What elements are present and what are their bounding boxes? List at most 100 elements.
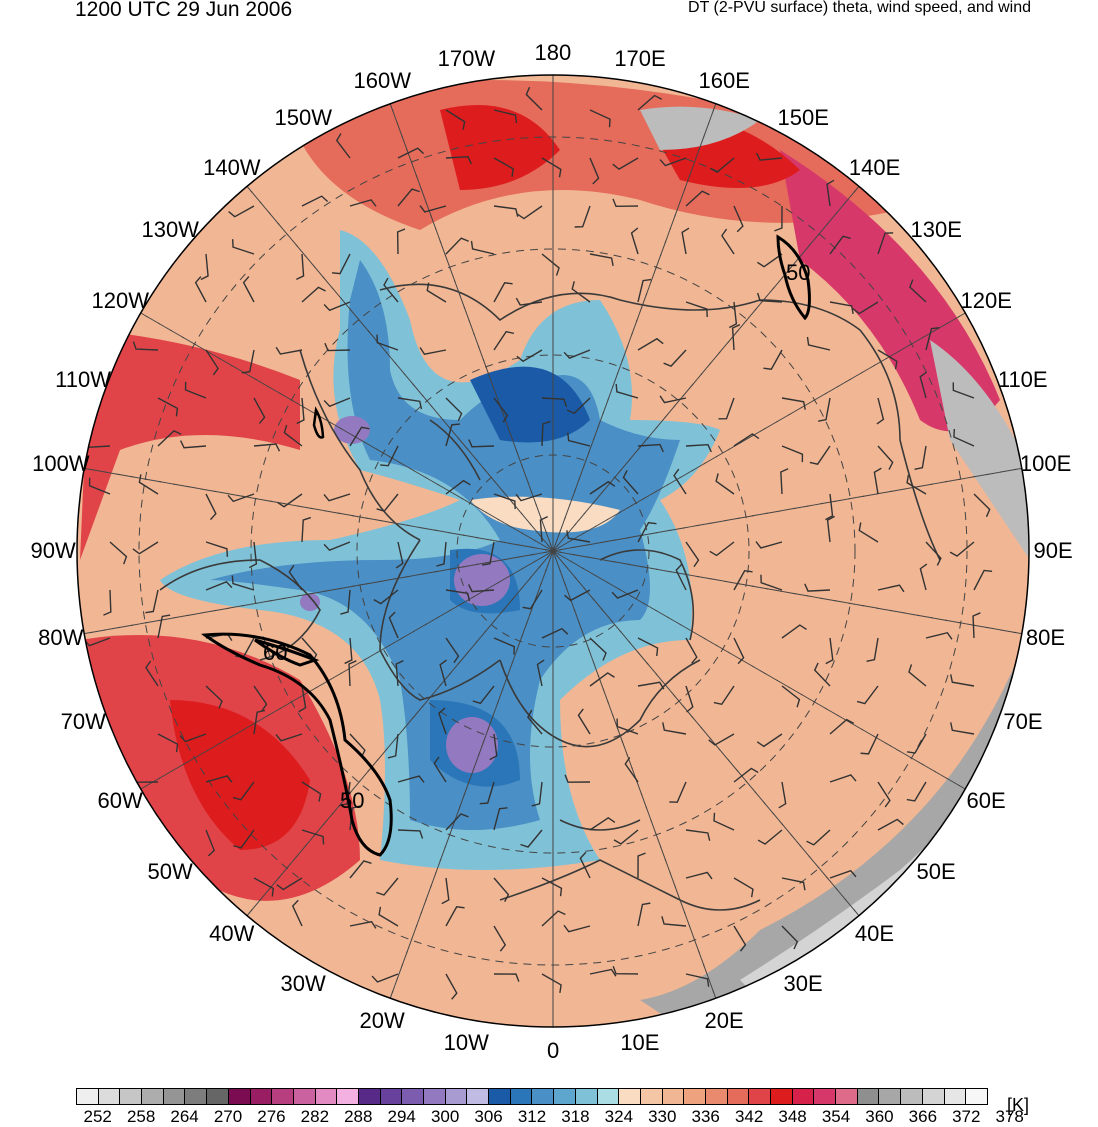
colorbar-tick-label: 318 — [561, 1107, 590, 1126]
wind-barb — [906, 474, 927, 495]
contour-label-3: 50 — [340, 788, 364, 813]
wind-barb — [637, 521, 657, 543]
wind-barb — [755, 152, 783, 161]
wind-barb — [541, 627, 569, 639]
wind-barb — [612, 198, 639, 208]
wind-barb — [301, 829, 325, 845]
colorbar-tick-label: 258 — [126, 1107, 156, 1126]
colorbar-tick-label: 330 — [648, 1107, 677, 1126]
map-disc-border — [76, 74, 1030, 1028]
wind-barb — [589, 480, 616, 495]
wind-barb — [397, 147, 425, 159]
wind-barb — [809, 445, 831, 465]
colorbar-swatch — [922, 1089, 945, 1104]
wind-barb — [470, 240, 495, 255]
wind-barb — [564, 774, 591, 783]
wind-barb — [877, 818, 904, 831]
wind-barb — [781, 624, 807, 639]
wind-barb — [296, 397, 305, 425]
wind-barb — [426, 282, 447, 303]
wind-barb — [563, 924, 591, 933]
wind-barb — [396, 228, 406, 255]
wind-barb — [571, 281, 591, 303]
wind-barb — [231, 239, 255, 255]
wind-barb — [574, 205, 591, 228]
colorbar-swatch — [836, 1089, 858, 1104]
cold-core-purple-4 — [300, 593, 320, 611]
colorbar-swatch — [684, 1089, 706, 1104]
wind-barb — [566, 530, 591, 543]
wind-barb — [205, 493, 217, 521]
colorbar-swatch — [228, 1089, 251, 1104]
wind-barb — [659, 157, 687, 167]
wind-barb — [566, 397, 591, 415]
colorbar-swatch — [879, 1089, 902, 1104]
colorbar-tick-label: 294 — [387, 1107, 416, 1126]
wind-barb — [860, 733, 879, 755]
wind-barb — [205, 775, 233, 783]
wind-barb — [376, 334, 399, 351]
colorbar-tick-label: 372 — [952, 1107, 981, 1126]
wind-barb — [493, 925, 507, 952]
wind-barb — [589, 253, 614, 267]
wind-barb — [781, 877, 806, 891]
colorbar-swatch — [966, 1089, 987, 1104]
wind-barb — [950, 722, 975, 735]
wind-barb — [825, 637, 834, 665]
wind-barb — [301, 516, 312, 543]
wind-barb — [395, 541, 404, 569]
wind-barb — [376, 493, 399, 512]
wind-barb — [564, 589, 591, 602]
wind-barb — [760, 574, 783, 591]
colorbar-swatch — [554, 1089, 576, 1104]
wind-barb — [445, 397, 463, 422]
longitude-label: 80E — [1025, 624, 1066, 650]
warm-region-atlantic-core — [170, 700, 310, 850]
longitude-label: 100E — [1019, 451, 1072, 477]
colorbar-swatch — [467, 1089, 490, 1104]
wind-barb — [804, 583, 831, 592]
wind-barb — [493, 109, 518, 124]
wind-barb — [637, 681, 665, 690]
wind-barb — [531, 781, 543, 807]
wind-barb — [709, 541, 735, 557]
wind-barb — [323, 301, 351, 312]
wind-barb — [637, 443, 664, 453]
polar-map: 50 60 50 — [76, 74, 1030, 1028]
wind-barb — [949, 541, 975, 557]
colorbar-swatch — [792, 1089, 815, 1104]
colorbar-swatch — [250, 1089, 273, 1104]
wind-barb — [445, 155, 472, 165]
wind-speed-contours — [200, 234, 811, 857]
longitude-label: 50W — [147, 859, 193, 885]
meridian-line — [246, 186, 860, 916]
wind-barb — [637, 902, 651, 927]
wind-barb — [179, 733, 207, 743]
wind-barb — [515, 297, 543, 306]
cold-core-purple-1 — [454, 554, 510, 606]
wind-barb — [685, 190, 710, 207]
wind-barb — [563, 349, 591, 359]
wind-barb — [733, 569, 753, 591]
wind-barb — [157, 733, 179, 753]
wind-barb — [445, 637, 460, 664]
wind-barb — [344, 637, 353, 665]
wind-barb — [877, 445, 894, 470]
wind-barb — [615, 383, 639, 399]
contour-label-1: 50 — [786, 260, 810, 285]
wind-barb — [908, 664, 927, 687]
wind-barb — [806, 336, 831, 351]
wind-barb — [637, 278, 652, 303]
wind-barb — [228, 205, 255, 218]
wind-barb — [829, 718, 855, 735]
longitude-label: 60E — [966, 788, 1006, 813]
wind-barb — [579, 851, 591, 879]
wind-barb — [541, 877, 563, 897]
colorbar-tick-label: 282 — [300, 1107, 330, 1126]
wind-barb — [669, 781, 687, 803]
wind-barb — [227, 493, 255, 503]
wind-barb — [445, 237, 469, 255]
valid-time-label: 1200 UTC 29 Jun 2006 — [75, 0, 293, 21]
wind-barb — [157, 429, 182, 447]
contour-label-2: 60 — [263, 640, 287, 665]
